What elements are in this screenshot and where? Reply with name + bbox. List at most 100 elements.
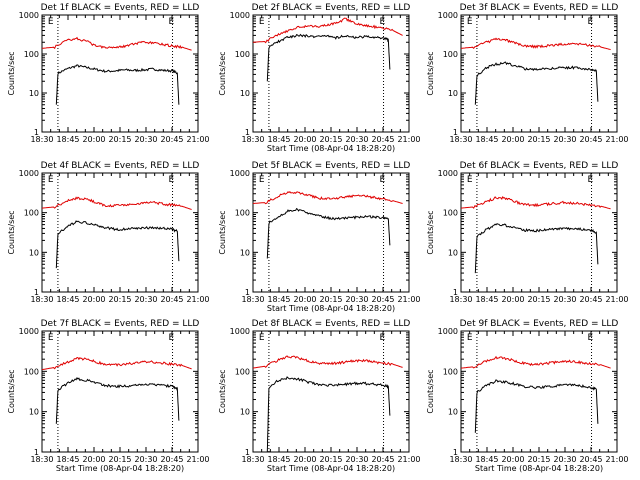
- events-series-line: [55, 64, 180, 105]
- e-flag: E: [467, 333, 473, 343]
- y-axis-label: Counts/sec: [426, 369, 435, 413]
- y-tick-label: 100: [443, 367, 458, 376]
- plot-frame: [460, 14, 618, 133]
- x-tick-label: 21:00: [397, 135, 420, 144]
- x-tick-label: 20:30: [345, 455, 368, 464]
- x-tick-label: 21:00: [186, 135, 209, 144]
- plot-frame: [252, 14, 410, 133]
- lld-series-line: [41, 356, 192, 371]
- x-tick-label: 20:00: [82, 295, 105, 304]
- y-tick-label: 1000: [438, 11, 458, 20]
- y-tick-label: 1: [245, 288, 250, 297]
- x-tick-label: 18:45: [56, 295, 79, 304]
- x-tick-label: 20:30: [134, 295, 157, 304]
- x-tick-label: 18:30: [241, 455, 264, 464]
- panel-title: Det 7f BLACK = Events, RED = LLD: [41, 319, 200, 329]
- x-tick-label: 20:45: [579, 135, 602, 144]
- y-axis-label: Counts/sec: [7, 210, 16, 254]
- plot-frame: [41, 172, 199, 293]
- y-tick-label: 1000: [438, 169, 458, 178]
- y-tick-label: 10: [448, 248, 458, 257]
- x-axis-label: Start Time (08-Apr-04 18:28:20): [56, 464, 184, 473]
- y-tick-label: 100: [24, 50, 39, 59]
- x-tick-label: 20:15: [319, 295, 342, 304]
- x-tick-label: 18:45: [475, 135, 498, 144]
- x-tick-label: 20:00: [501, 455, 524, 464]
- lld-series-line: [252, 355, 403, 369]
- e-flag: E: [380, 175, 386, 185]
- x-axis-label: Start Time (08-Apr-04 18:28:20): [267, 304, 395, 313]
- x-tick-label: 20:45: [579, 295, 602, 304]
- x-tick-label: 20:45: [160, 455, 183, 464]
- x-tick-label: 18:45: [56, 455, 79, 464]
- x-tick-label: 20:30: [345, 135, 368, 144]
- panel-det-7: Det 7f BLACK = Events, RED = LLD 1 10 100 10…: [7, 319, 210, 473]
- y-tick-label: 1000: [19, 11, 39, 20]
- panel-title: Det 8f BLACK = Events, RED = LLD: [252, 319, 411, 329]
- x-tick-label: 20:30: [345, 295, 368, 304]
- y-axis-label: Counts/sec: [218, 369, 227, 413]
- lld-series-line: [252, 17, 403, 44]
- x-tick-label: 20:45: [160, 135, 183, 144]
- x-tick-label: 18:45: [475, 455, 498, 464]
- x-tick-label: 20:15: [108, 455, 131, 464]
- panel-title: Det 3f BLACK = Events, RED = LLD: [460, 3, 619, 13]
- panel-title: Det 9f BLACK = Events, RED = LLD: [460, 319, 619, 329]
- x-tick-label: 20:15: [108, 295, 131, 304]
- x-tick-label: 20:15: [108, 135, 131, 144]
- x-tick-label: 18:30: [241, 135, 264, 144]
- events-series-line: [474, 379, 599, 433]
- e-flag: E: [588, 175, 594, 185]
- x-axis-label: Start Time (08-Apr-04 18:28:20): [475, 464, 603, 473]
- panel-det-8: Det 8f BLACK = Events, RED = LLD 1 10 100 10…: [218, 319, 421, 473]
- panel-det-1: Det 1f BLACK = Events, RED = LLD 1 10 100 10…: [7, 3, 210, 144]
- lld-series-line: [460, 37, 611, 51]
- x-tick-label: 20:15: [319, 455, 342, 464]
- x-tick-label: 20:15: [319, 135, 342, 144]
- x-tick-label: 20:15: [527, 455, 550, 464]
- events-series-line: [55, 220, 180, 269]
- e-flag: E: [169, 17, 175, 27]
- y-tick-label: 1: [245, 448, 250, 457]
- e-flag: E: [259, 17, 265, 27]
- panel-title: Det 6f BLACK = Events, RED = LLD: [460, 161, 619, 171]
- e-flag: E: [259, 175, 265, 185]
- plot-frame: [252, 330, 410, 453]
- lld-series-line: [252, 190, 403, 205]
- x-tick-label: 18:30: [449, 455, 472, 464]
- y-tick-label: 1: [34, 448, 39, 457]
- y-tick-label: 100: [24, 367, 39, 376]
- events-series-line: [474, 61, 599, 105]
- x-tick-label: 21:00: [605, 135, 628, 144]
- y-axis-label: Counts/sec: [218, 210, 227, 254]
- x-tick-label: 20:00: [501, 135, 524, 144]
- x-tick-label: 18:45: [56, 135, 79, 144]
- x-tick-label: 20:15: [527, 295, 550, 304]
- x-tick-label: 18:30: [449, 295, 472, 304]
- y-tick-label: 1000: [438, 327, 458, 336]
- panel-det-4: Det 4f BLACK = Events, RED = LLD 1 10 100 10…: [7, 161, 210, 304]
- y-tick-label: 100: [235, 367, 250, 376]
- y-tick-label: 1: [453, 448, 458, 457]
- e-flag: E: [48, 333, 54, 343]
- x-tick-label: 20:30: [553, 135, 576, 144]
- x-tick-label: 20:45: [371, 135, 394, 144]
- y-tick-label: 1000: [230, 327, 250, 336]
- y-tick-label: 1000: [19, 169, 39, 178]
- x-tick-label: 21:00: [186, 455, 209, 464]
- lld-series-line: [460, 355, 611, 369]
- y-tick-label: 100: [443, 50, 458, 59]
- x-tick-label: 21:00: [186, 295, 209, 304]
- x-tick-label: 20:00: [82, 135, 105, 144]
- y-tick-label: 1: [453, 128, 458, 137]
- e-flag: E: [380, 17, 386, 27]
- y-tick-label: 10: [448, 89, 458, 98]
- events-series-line: [266, 376, 391, 453]
- x-tick-label: 20:30: [134, 455, 157, 464]
- x-tick-label: 20:00: [293, 135, 316, 144]
- y-axis-label: Counts/sec: [7, 51, 16, 95]
- y-axis-label: Counts/sec: [426, 51, 435, 95]
- panel-title: Det 5f BLACK = Events, RED = LLD: [252, 161, 411, 171]
- events-series-line: [474, 223, 599, 274]
